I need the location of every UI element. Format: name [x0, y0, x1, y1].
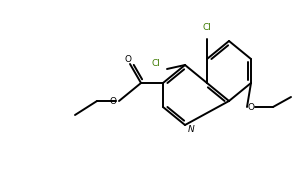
Text: Cl: Cl: [151, 59, 160, 68]
Text: O: O: [248, 102, 255, 112]
Text: N: N: [188, 125, 195, 134]
Text: Cl: Cl: [203, 23, 211, 32]
Text: O: O: [125, 54, 132, 63]
Text: O: O: [110, 98, 117, 107]
